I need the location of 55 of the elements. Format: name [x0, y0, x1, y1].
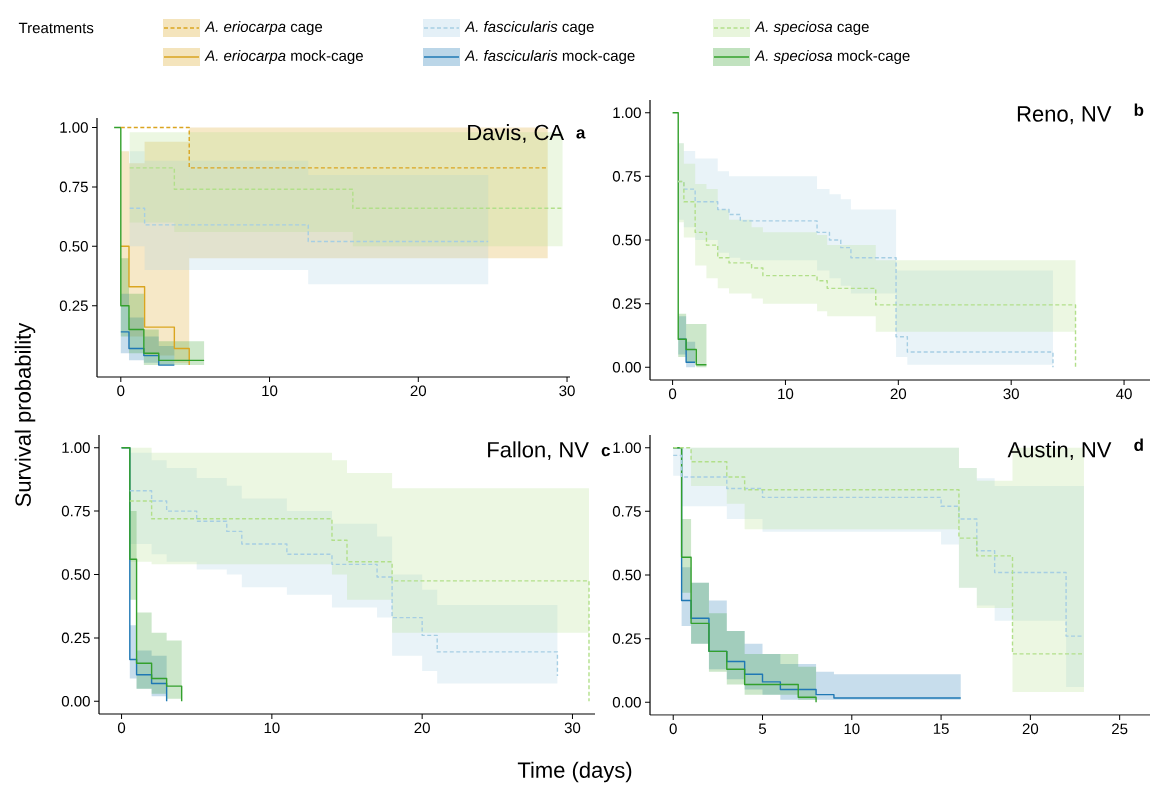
chart-title: Reno, NV [1017, 106, 1112, 125]
chart-title: Davis, CA [468, 124, 565, 143]
y-tick-label: 0.00 [61, 696, 90, 707]
x-tick-label: 0 [117, 385, 125, 397]
y-tick-label: 0.50 [612, 569, 641, 581]
x-axis-title: Time (days) [517, 761, 632, 783]
annotation: b [1134, 103, 1144, 117]
y-tick-label: 0.25 [612, 633, 641, 644]
legend-label: A. speciosa mock-cage [754, 50, 910, 64]
y-tick-label: 1.00 [62, 442, 90, 453]
y-tick-label: 0.25 [59, 300, 88, 312]
legend-label: A. fascicularis cage [464, 21, 594, 35]
x-tick-label: 10 [264, 722, 280, 734]
y-tick-label: 0.75 [612, 506, 641, 517]
x-tick-label: 30 [564, 722, 581, 734]
y-tick-label: 0.00 [612, 361, 641, 373]
x-tick-label: 0 [668, 388, 677, 400]
x-tick-label: 10 [844, 723, 860, 735]
x-tick-label: 0 [669, 723, 677, 735]
x-tick-label: 40 [1116, 388, 1132, 400]
y-tick-label: 0.75 [61, 505, 90, 517]
x-tick-label: 20 [414, 722, 430, 734]
x-tick-label: 0 [117, 722, 126, 734]
y-axis-title: Survival probability [14, 322, 36, 507]
x-tick-label: 25 [1112, 723, 1128, 735]
y-tick-label: 0.50 [612, 234, 641, 246]
legend-title: Treatments [18, 22, 94, 34]
y-tick-label: 1.00 [60, 122, 88, 133]
y-tick-label: 1.00 [613, 107, 641, 119]
y-tick-label: 0.75 [612, 171, 641, 182]
x-tick-label: 20 [1022, 723, 1039, 735]
x-tick-label: 20 [410, 385, 427, 397]
legend-label: A. fascicularis mock-cage [464, 50, 635, 64]
y-tick-label: 1.00 [613, 442, 641, 454]
y-tick-label: 0.25 [61, 632, 90, 644]
chart-title: Austin, NV [1007, 441, 1112, 461]
x-tick-label: 30 [1003, 388, 1019, 400]
legend-label: A. speciosa cage [754, 21, 869, 35]
text: a [576, 129, 586, 139]
legend-label: A. eriocarpa mock-cage [204, 50, 363, 64]
x-tick-label: 10 [262, 385, 278, 397]
x-tick-label: 15 [933, 723, 949, 734]
y-tick-label: 0.00 [612, 696, 641, 708]
legend-label: A. eriocarpa cage [204, 21, 323, 35]
x-tick-label: 10 [778, 388, 794, 400]
text: c [601, 446, 610, 457]
chart-title: Fallon, NV [488, 441, 589, 461]
annotation: d [1134, 438, 1143, 452]
y-tick-label: 0.50 [61, 569, 90, 580]
y-tick-label: 0.50 [59, 240, 88, 252]
x-tick-label: 30 [559, 385, 575, 397]
y-tick-label: 0.75 [59, 181, 88, 193]
x-tick-label: 5 [758, 723, 767, 734]
y-tick-label: 0.25 [612, 298, 641, 309]
x-tick-label: 20 [890, 388, 907, 400]
